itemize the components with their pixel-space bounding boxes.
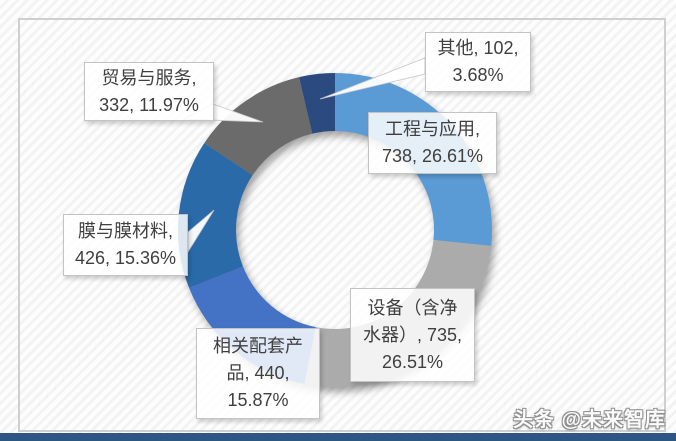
data-label-accessories: 相关配套产 品, 440, 15.87%: [196, 328, 320, 419]
donut-segment-4: [204, 77, 313, 176]
data-label-engineering: 工程与应用, 738, 26.61%: [368, 112, 497, 174]
data-label-trade: 贸易与服务, 332, 11.97%: [84, 62, 214, 121]
donut-segment-3: [177, 142, 253, 288]
data-label-membrane: 膜与膜材料, 426, 15.36%: [63, 214, 188, 276]
watermark-toutiao: 头条 @未来智库: [512, 409, 666, 431]
chart-area-border: [18, 18, 666, 432]
data-label-other: 其他, 102, 3.68%: [425, 32, 531, 92]
callout-pointer-membrane: [187, 209, 215, 254]
donut-segment-5: [299, 73, 335, 134]
bottom-accent-bar: [0, 433, 676, 441]
data-label-equipment: 设备（含净 水器）, 735, 26.51%: [350, 288, 475, 382]
